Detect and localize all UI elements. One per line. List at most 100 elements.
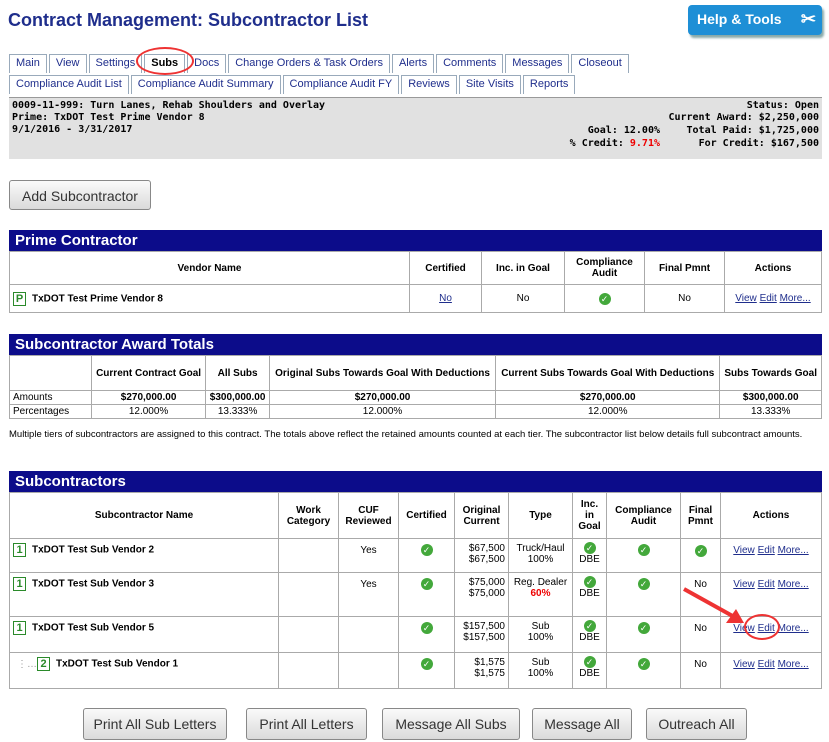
amount-cell: $270,000.00 xyxy=(90,390,207,405)
current-award-label: Current Award: xyxy=(668,112,753,123)
edit-link[interactable]: Edit xyxy=(759,293,777,304)
sub-type: Reg. Dealer xyxy=(513,577,568,588)
check-icon: ✓ xyxy=(637,622,650,634)
final-pmnt-cell: No xyxy=(680,652,721,689)
col-sub-name: Subcontractor Name xyxy=(9,492,279,539)
tab-docs[interactable]: Docs xyxy=(187,54,227,73)
sub-name: TxDOT Test Sub Vendor 2 xyxy=(32,544,155,556)
more-link[interactable]: More... xyxy=(777,545,809,556)
subcontractors-table: Subcontractor Name Work Category CUF Revie… xyxy=(9,492,822,689)
contract-dates: 9/1/2016 - 3/31/2017 xyxy=(12,124,133,135)
award-totals-table: Current Contract Goal All Subs Original Su… xyxy=(9,355,822,419)
prime-actions: View Edit More... xyxy=(724,284,822,313)
prime-certified-link[interactable]: No xyxy=(439,293,452,304)
message-all-subs-button[interactable]: Message All Subs xyxy=(382,708,520,740)
original-amount: $157,500 xyxy=(463,621,505,632)
goal-label: Goal: xyxy=(587,125,618,136)
tab-change-orders-task-orders[interactable]: Change Orders & Task Orders xyxy=(228,54,390,73)
amount-cell: $1,575 $1,575 xyxy=(454,652,509,689)
more-link[interactable]: More... xyxy=(777,659,809,670)
type-cell: Truck/Haul 100% xyxy=(508,538,573,573)
actions-cell: View Edit More... xyxy=(720,572,822,617)
tab-compliance-audit-list[interactable]: Compliance Audit List xyxy=(9,75,129,94)
view-link[interactable]: View xyxy=(733,545,755,556)
tools-icon: ✂ xyxy=(800,9,816,29)
view-link[interactable]: View xyxy=(735,293,757,304)
col-actions: Actions xyxy=(720,492,822,539)
check-icon: ✓ xyxy=(420,622,433,634)
totals-col-4: Subs Towards Goal xyxy=(719,355,822,391)
view-link[interactable]: View xyxy=(733,659,755,670)
totals-col-2: Original Subs Towards Goal With Deductio… xyxy=(269,355,497,391)
amount-cell: $67,500 $67,500 xyxy=(454,538,509,573)
total-paid-label: Total Paid: xyxy=(686,125,753,136)
more-link[interactable]: More... xyxy=(777,623,809,634)
tab-comments[interactable]: Comments xyxy=(436,54,504,73)
current-award-value: $2,250,000 xyxy=(758,112,819,123)
sub-type-pct: 100% xyxy=(527,554,554,565)
goal-type: DBE xyxy=(579,668,600,679)
more-link[interactable]: More... xyxy=(777,579,809,590)
amount-cell: $157,500 $157,500 xyxy=(454,616,509,653)
work-category-cell xyxy=(278,538,339,573)
type-cell: Sub 100% xyxy=(508,616,573,653)
print-all-sub-letters-button[interactable]: Print All Sub Letters xyxy=(83,708,227,740)
message-all-button[interactable]: Message All xyxy=(532,708,632,740)
tab-compliance-audit-summary[interactable]: Compliance Audit Summary xyxy=(130,75,281,94)
page-title: Contract Management: Subcontractor List xyxy=(8,10,369,30)
col-certified: Certified xyxy=(409,251,482,285)
check-icon: ✓ xyxy=(420,658,433,670)
edit-link[interactable]: Edit xyxy=(757,545,775,556)
tab-settings[interactable]: Settings xyxy=(88,54,143,73)
sub-name: TxDOT Test Sub Vendor 3 xyxy=(32,578,155,590)
outreach-all-button[interactable]: Outreach All xyxy=(646,708,747,740)
award-totals-header: Subcontractor Award Totals xyxy=(9,334,822,355)
check-icon: ✓ xyxy=(583,656,596,668)
cuf-cell: Yes xyxy=(338,572,399,617)
edit-link[interactable]: Edit xyxy=(757,579,775,590)
check-icon: ✓ xyxy=(637,658,650,670)
cuf-cell xyxy=(338,652,399,689)
tab-site-visits[interactable]: Site Visits xyxy=(458,75,521,94)
check-icon: ✓ xyxy=(598,292,611,305)
tier-badge: 1 xyxy=(13,621,26,635)
compliance-cell: ✓ xyxy=(606,572,681,617)
tab-main[interactable]: Main xyxy=(9,54,47,73)
check-icon: ✓ xyxy=(583,576,596,588)
edit-link[interactable]: Edit xyxy=(757,659,775,670)
help-tools-button[interactable]: Help & Tools ✂ xyxy=(688,5,822,35)
check-icon: ✓ xyxy=(420,578,433,590)
contract-info: 0009-11-999: Turn Lanes, Rehab Shoulders… xyxy=(9,97,822,159)
add-subcontractor-button[interactable]: Add Subcontractor xyxy=(9,180,151,210)
prime-certified-cell: No xyxy=(409,284,482,313)
current-amount: $67,500 xyxy=(468,554,505,565)
check-icon: ✓ xyxy=(583,620,596,632)
amount-cell: $270,000.00 xyxy=(495,390,721,405)
tab-alerts[interactable]: Alerts xyxy=(391,54,435,73)
original-amount: $67,500 xyxy=(468,543,505,554)
current-amount: $157,500 xyxy=(463,632,505,643)
tier-badge: 1 xyxy=(13,543,26,557)
sub-name-cell: 1 TxDOT Test Sub Vendor 3 xyxy=(9,572,279,617)
for-credit: For Credit: $167,500 xyxy=(699,138,819,149)
print-all-letters-button[interactable]: Print All Letters xyxy=(246,708,367,740)
pct-cell: 13.333% xyxy=(719,404,822,419)
cuf-cell: Yes xyxy=(338,538,399,573)
tab-view[interactable]: View xyxy=(48,54,87,73)
tab-messages[interactable]: Messages xyxy=(505,54,570,73)
highlight-oval-edit xyxy=(744,614,780,640)
goal-value: 12.00% xyxy=(623,125,660,136)
sub-type: Truck/Haul xyxy=(516,543,565,554)
original-amount: $75,000 xyxy=(468,577,505,588)
type-cell: Reg. Dealer 60% xyxy=(508,572,573,617)
tab-compliance-audit-fy[interactable]: Compliance Audit FY xyxy=(282,75,400,94)
tab-closeout[interactable]: Closeout xyxy=(571,54,629,73)
credit: % Credit: 9.71% xyxy=(570,138,660,149)
total-paid-value: $1,725,000 xyxy=(758,125,819,136)
more-link[interactable]: More... xyxy=(779,293,811,304)
tab-reviews[interactable]: Reviews xyxy=(401,75,457,94)
col-final-pmnt: Final Pmnt xyxy=(680,492,721,539)
sub-name-cell: 1 TxDOT Test Sub Vendor 5 xyxy=(9,616,279,653)
view-link[interactable]: View xyxy=(733,579,755,590)
tab-reports[interactable]: Reports xyxy=(522,75,576,94)
